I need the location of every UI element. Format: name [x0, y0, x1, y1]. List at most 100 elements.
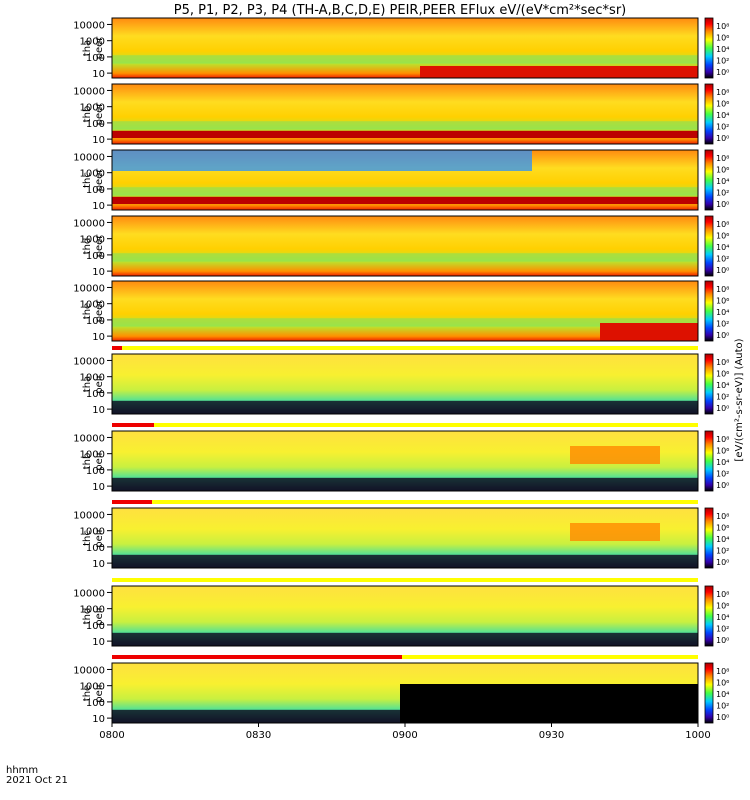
y-tick-label: 1000 [80, 373, 105, 384]
colorbar-tick-label: 10² [716, 57, 729, 66]
y-tick-label: 10 [92, 714, 105, 725]
colorbar-tick-label: 10⁴ [716, 308, 729, 317]
y-tick-label: 10000 [73, 20, 105, 31]
spectrogram-noise-floor [112, 632, 698, 646]
panel-frame [111, 585, 699, 647]
spectrogram-noise-floor [112, 554, 698, 568]
y-axis-label-species: peir [94, 450, 105, 470]
spectrogram-low-energy-region [420, 66, 698, 78]
y-tick-label: 100 [86, 316, 105, 327]
x-tick-label: 0800 [99, 730, 124, 741]
y-tick-label: 1000 [80, 527, 105, 538]
panel-frame [111, 280, 699, 342]
colorbar-tick-label: 10⁰ [716, 481, 729, 490]
colorbar-tick-label: 10⁶ [716, 370, 729, 379]
y-tick-label: 1000 [80, 450, 105, 461]
y-tick-label: 1000 [80, 37, 105, 48]
colorbar-tick-label: 10⁸ [716, 667, 729, 676]
colorbar-tick-label: 10² [716, 189, 729, 198]
panel-frame [111, 507, 699, 569]
y-tick-label: 100 [86, 466, 105, 477]
y-tick-label: 100 [86, 251, 105, 262]
spectrogram-high-energy-region [112, 150, 532, 171]
y-tick-label: 10000 [73, 433, 105, 444]
y-tick-label: 10 [92, 637, 105, 648]
y-axis-label-probe: thc [82, 172, 93, 188]
y-axis-label-species: peer [94, 234, 105, 258]
quality-flag-red [112, 655, 402, 659]
colorbar-tick-label: 10⁸ [716, 358, 729, 367]
colorbar-tick-label: 10⁶ [716, 34, 729, 43]
colorbar-tick-label: 10⁴ [716, 613, 729, 622]
x-axis: 0800 0830 0900 0930 1000 [99, 723, 711, 741]
colorbar [704, 430, 714, 492]
y-axis-label-probe: thb [82, 453, 93, 470]
colorbar-tick-label: 10⁰ [716, 266, 729, 275]
y-axis-label-species: peir [94, 373, 105, 393]
y-tick-label: 10 [92, 332, 105, 343]
y-axis-label-species: peer [94, 36, 105, 60]
y-tick-label: 100 [86, 185, 105, 196]
y-tick-label: 1000 [80, 103, 105, 114]
y-tick-label: 10000 [73, 665, 105, 676]
y-axis-label-probe: thd [82, 238, 93, 255]
x-tick-label: 0930 [539, 730, 564, 741]
quality-flag-red [112, 423, 154, 427]
y-tick-label: 10 [92, 559, 105, 570]
y-axis-label-species: peir [94, 605, 105, 625]
y-tick-label: 100 [86, 543, 105, 554]
panel-frame [111, 215, 699, 277]
colorbar-unit-label: [eV/(cm²-s-sr-eV)] (Auto) [734, 338, 745, 461]
spectrogram-feature [570, 523, 660, 541]
colorbar-tick-label: 10² [716, 547, 729, 556]
colorbar [704, 215, 714, 277]
colorbar-tick-label: 10⁴ [716, 111, 729, 120]
colorbar [704, 353, 714, 415]
colorbar-tick-label: 10⁶ [716, 100, 729, 109]
colorbar-tick-label: 10⁸ [716, 590, 729, 599]
colorbar-tick-label: 10² [716, 393, 729, 402]
panel-frame [111, 17, 699, 79]
spectrogram-noise-floor [112, 400, 698, 414]
colorbar-tick-label: 10² [716, 702, 729, 711]
colorbar-tick-label: 10⁴ [716, 381, 729, 390]
x-tick-label: 0900 [392, 730, 417, 741]
colorbar [704, 585, 714, 647]
colorbar-tick-label: 10⁸ [716, 154, 729, 163]
panel-frame [111, 430, 699, 492]
colorbar-tick-label: 10⁸ [716, 220, 729, 229]
y-axis-label-probe: tha [82, 40, 93, 56]
colorbar [704, 17, 714, 79]
panel-frame [111, 149, 699, 211]
colorbar [704, 83, 714, 145]
y-axis-label-probe: the [82, 303, 93, 319]
figure-title: P5, P1, P2, P3, P4 (TH-A,B,C,D,E) PEIR,P… [174, 3, 627, 18]
y-tick-label: 100 [86, 621, 105, 632]
colorbar-tick-label: 10⁶ [716, 232, 729, 241]
colorbar-tick-label: 10⁰ [716, 713, 729, 722]
colorbar [704, 149, 714, 211]
y-tick-label: 10000 [73, 86, 105, 97]
colorbar-tick-label: 10⁰ [716, 200, 729, 209]
spectrogram-thd-peer [112, 216, 698, 276]
colorbar-tick-label: 10⁴ [716, 690, 729, 699]
y-tick-label: 10000 [73, 152, 105, 163]
y-tick-label: 10 [92, 135, 105, 146]
y-tick-label: 10 [92, 267, 105, 278]
y-axis-label-probe: thb [82, 106, 93, 123]
y-tick-label: 10 [92, 482, 105, 493]
y-axis-label-species: peer [94, 102, 105, 126]
colorbar-tick-label: 10⁸ [716, 88, 729, 97]
y-tick-label: 10000 [73, 510, 105, 521]
colorbar-tick-label: 10² [716, 123, 729, 132]
date-label: 2021 Oct 21 [6, 775, 68, 786]
y-axis-label-species: peir [94, 527, 105, 547]
x-axis-label: hhmm [6, 765, 38, 776]
y-tick-label: 1000 [80, 682, 105, 693]
colorbar-tick-label: 10⁴ [716, 45, 729, 54]
y-tick-label: 10000 [73, 356, 105, 367]
spectrogram-band [112, 121, 698, 130]
colorbar-tick-label: 10⁶ [716, 679, 729, 688]
y-tick-label: 10000 [73, 588, 105, 599]
